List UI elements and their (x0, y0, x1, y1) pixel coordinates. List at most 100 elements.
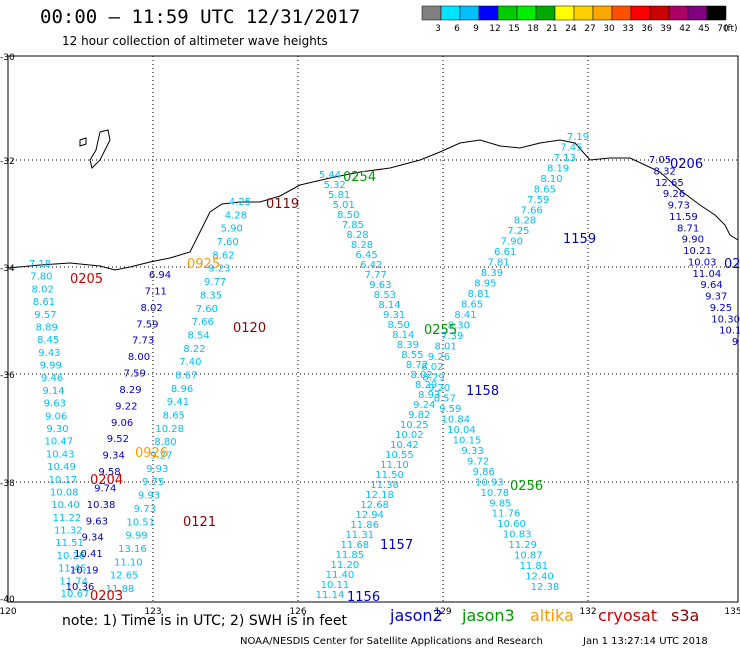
wave-height-value: 7.19 (567, 132, 589, 143)
wave-height-value: 9 (732, 337, 738, 348)
wave-height-value: 11.88 (106, 584, 135, 595)
wave-height-value: 10.78 (481, 488, 510, 499)
colorbar-label: 21 (546, 24, 557, 34)
wave-height-value: 8.80 (154, 437, 176, 448)
pass-time-label: 0204 (90, 473, 123, 488)
wave-height-value: 11.31 (345, 530, 374, 541)
wave-height-value: 11.38 (370, 480, 399, 491)
wave-height-value: 9.06 (111, 418, 133, 429)
colorbar-swatch (497, 5, 518, 21)
footer-timestamp: Jan 1 13:27:14 UTC 2018 (583, 636, 708, 647)
wave-height-value: 6.45 (355, 250, 377, 261)
wave-height-value: 11.45 (58, 564, 87, 575)
wave-height-value: 11.50 (375, 470, 404, 481)
colorbar-swatch (649, 5, 670, 21)
wave-height-value: 8.30 (448, 320, 470, 331)
colorbar-label: 39 (660, 24, 672, 34)
wave-height-value: 5.81 (328, 190, 350, 201)
longitude-label: 132 (579, 607, 596, 617)
wave-height-value: 8.19 (547, 163, 569, 174)
pass-labels: 0205 0925 0119 0254 0206 1159 0120 0255 1158 0926… (70, 157, 740, 605)
wave-height-value: 9.26 (428, 352, 450, 363)
wave-height-value: 9.72 (467, 456, 489, 467)
wave-height-value: 11.14 (316, 590, 345, 601)
longitude-label: 129 (434, 607, 451, 617)
wave-height-value: 7.81 (487, 258, 509, 269)
wave-height-value: 11.04 (693, 269, 722, 280)
map-frame (7, 55, 739, 603)
wave-height-value: 7.40 (179, 357, 201, 368)
wave-height-value: 11.74 (59, 576, 88, 587)
wave-height-value: 8.29 (119, 385, 141, 396)
colorbar-swatch (592, 5, 613, 21)
wave-height-value: 12.65 (655, 178, 684, 189)
wave-height-value: 8.72 (406, 360, 428, 371)
wave-height-value: 9.77 (204, 277, 226, 288)
colorbar-label: 9 (473, 24, 479, 34)
satellite-legend-s3a: s3a (671, 606, 700, 625)
wave-height-value: 7.11 (145, 286, 167, 297)
wave-height-value: 8.02 (421, 362, 443, 373)
pass-time-label: 0119 (266, 197, 299, 212)
wave-height-value: 9.24 (413, 400, 435, 411)
colorbar-swatch (478, 5, 499, 21)
pass-time-label: 0206 (670, 157, 703, 172)
pass-time-label: 02 (724, 257, 740, 272)
wave-height-value: 9.41 (167, 397, 189, 408)
wave-height-value: 4.25 (229, 197, 251, 208)
satellite-legend-jason3: jason3 (462, 606, 515, 625)
wave-height-value: 8.55 (401, 350, 423, 361)
wave-height-value: 11.81 (520, 561, 549, 572)
satellite-legend-jason2: jason2 (390, 606, 443, 625)
island-shape (89, 129, 111, 169)
colorbar-swatch (630, 5, 651, 21)
wave-height-value: 9.85 (489, 498, 511, 509)
wave-height-value: 9.75 (142, 477, 164, 488)
wave-height-value: 7.05 (649, 155, 671, 166)
wave-height-value: 6.94 (149, 270, 171, 281)
wave-height-value: 11.10 (114, 557, 143, 568)
wave-height-value: 10.36 (66, 582, 95, 593)
wave-height-value: 8.67 (175, 370, 197, 381)
wave-height-value: 11.32 (54, 526, 83, 537)
wave-height-value: 9.34 (103, 451, 125, 462)
wave-height-value: 9.23 (208, 264, 230, 275)
wave-height-value: 9.27 (150, 451, 172, 462)
wave-height-value: 9.33 (461, 446, 483, 457)
wave-height-value: 8.14 (378, 300, 400, 311)
colorbar-swatch (516, 5, 537, 21)
wave-height-value: 7.73 (132, 336, 154, 347)
wave-height-value: 5.01 (333, 200, 355, 211)
wave-height-value: 9.58 (98, 467, 120, 478)
wave-height-value: 9.99 (40, 361, 62, 372)
wave-height-value: 7.18 (29, 259, 51, 270)
australia-coastline (7, 139, 739, 271)
wave-height-value: 9.82 (408, 410, 430, 421)
wave-height-value: 8.50 (337, 210, 359, 221)
wave-height-value: 7.59 (136, 319, 158, 330)
wave-height-value: 7.90 (501, 237, 523, 248)
wave-height-value: 7.25 (507, 226, 529, 237)
wave-height-value: 8.28 (346, 230, 368, 241)
chart-title: 00:00 – 11:59 UTC 12/31/2017 (40, 6, 361, 28)
wave-height-value: 8.14 (392, 330, 414, 341)
wave-height-value: 11.20 (331, 560, 360, 571)
wave-height-value: 9.57 (34, 310, 56, 321)
wave-height-value: 10.11 (321, 580, 350, 591)
wave-height-value: 10.08 (50, 487, 79, 498)
wave-height-value: 9.64 (700, 280, 722, 291)
wave-height-value: 5.44 (319, 170, 341, 181)
wave-height-value: 9.73 (668, 201, 690, 212)
wave-height-value: 11.22 (53, 513, 82, 524)
altimeter-tracks: 7.187.808.028.619.578.898.459.439.999.46… (29, 132, 740, 601)
wave-height-value: 9.86 (473, 467, 495, 478)
wave-height-value: 10.83 (503, 530, 532, 541)
wave-height-value: 9.93 (138, 491, 160, 502)
wave-height-value: 7.59 (124, 369, 146, 380)
wave-height-value: 9.26 (663, 189, 685, 200)
wave-height-value: 10.67 (61, 589, 90, 600)
latitude-label: -30 (0, 53, 15, 63)
colorbar-label: 27 (584, 24, 595, 34)
pass-time-label: 0926 (135, 446, 168, 461)
longitude-label: 120 (0, 607, 17, 617)
